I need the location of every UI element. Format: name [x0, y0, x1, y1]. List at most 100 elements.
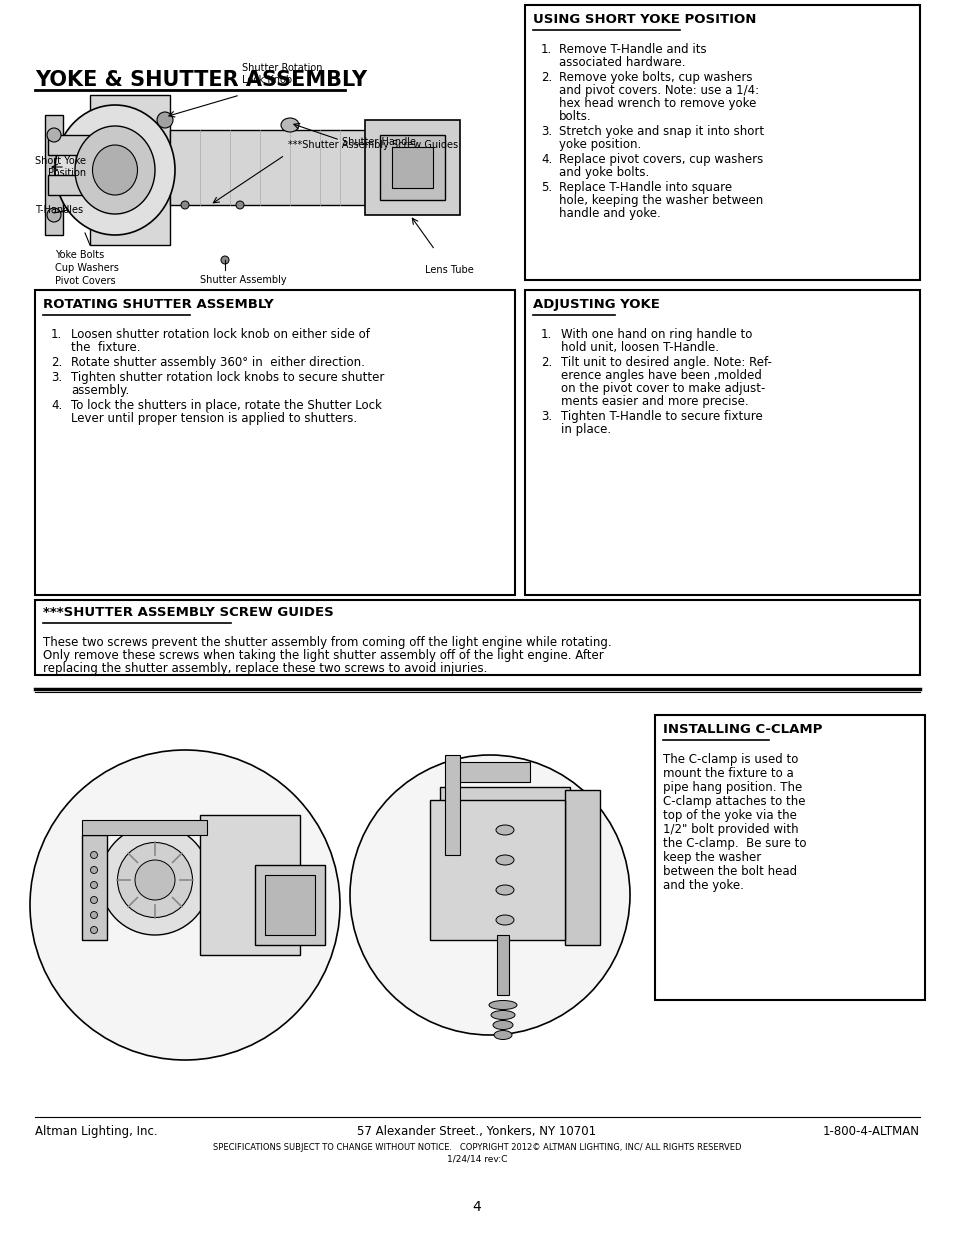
Text: 4.: 4.: [540, 153, 552, 165]
Text: 4: 4: [472, 1200, 481, 1214]
Ellipse shape: [91, 851, 97, 858]
Text: These two screws prevent the shutter assembly from coming off the light engine w: These two screws prevent the shutter ass…: [43, 636, 611, 650]
Text: Remove yoke bolts, cup washers: Remove yoke bolts, cup washers: [558, 70, 752, 84]
Ellipse shape: [91, 882, 97, 888]
Text: 1.: 1.: [51, 329, 62, 341]
Bar: [524, 290, 919, 595]
Ellipse shape: [281, 119, 298, 132]
Bar: [90, 95, 170, 245]
Text: bolts.: bolts.: [558, 110, 591, 124]
Text: Yoke Bolts
Cup Washers
Pivot Covers: Yoke Bolts Cup Washers Pivot Covers: [55, 249, 119, 287]
Text: and yoke bolts.: and yoke bolts.: [558, 165, 649, 179]
Bar: [200, 815, 299, 955]
Text: To lock the shutters in place, rotate the Shutter Lock: To lock the shutters in place, rotate th…: [71, 399, 381, 412]
Text: Tilt unit to desired angle. Note: Ref-: Tilt unit to desired angle. Note: Ref-: [560, 356, 771, 369]
Text: Replace T-Handle into square: Replace T-Handle into square: [558, 182, 731, 194]
Text: T-Handles: T-Handles: [35, 205, 83, 215]
Text: INSTALLING C-CLAMP: INSTALLING C-CLAMP: [662, 722, 821, 736]
Text: SPECIFICATIONS SUBJECT TO CHANGE WITHOUT NOTICE.   COPYRIGHT 2012© ALTMAN LIGHTI: SPECIFICATIONS SUBJECT TO CHANGE WITHOUT…: [213, 1144, 740, 1152]
Text: associated hardware.: associated hardware.: [558, 56, 685, 69]
Bar: [35, 600, 919, 676]
Bar: [48, 175, 98, 195]
Bar: [392, 147, 433, 188]
Text: Shutter Rotation
Lock Knob: Shutter Rotation Lock Knob: [242, 63, 322, 85]
Text: assembly.: assembly.: [71, 384, 129, 396]
Text: Altman Lighting, Inc.: Altman Lighting, Inc.: [35, 1125, 157, 1137]
Text: Short Yoke
Position: Short Yoke Position: [35, 156, 86, 178]
Ellipse shape: [91, 911, 97, 919]
Text: 3.: 3.: [540, 410, 552, 424]
Bar: [444, 755, 459, 855]
Text: 2.: 2.: [51, 356, 62, 369]
Text: Tighten T-Handle to secure fixture: Tighten T-Handle to secure fixture: [560, 410, 762, 424]
Text: ***Shutter Assembly Screw Guides: ***Shutter Assembly Screw Guides: [288, 140, 457, 149]
Ellipse shape: [135, 860, 174, 900]
Bar: [655, 715, 924, 1000]
Text: 2.: 2.: [540, 356, 552, 369]
Bar: [430, 800, 564, 940]
Text: and pivot covers. Note: use a 1/4:: and pivot covers. Note: use a 1/4:: [558, 84, 759, 98]
Text: top of the yoke via the: top of the yoke via the: [662, 809, 796, 823]
Ellipse shape: [496, 855, 514, 864]
Ellipse shape: [489, 1000, 517, 1009]
Ellipse shape: [350, 755, 629, 1035]
Text: Only remove these screws when taking the light shutter assembly off of the light: Only remove these screws when taking the…: [43, 650, 603, 662]
Text: keep the washer: keep the washer: [662, 851, 760, 864]
Ellipse shape: [91, 897, 97, 904]
Bar: [265, 876, 314, 935]
Text: 1.: 1.: [540, 329, 552, 341]
Ellipse shape: [30, 750, 339, 1060]
Text: 1/2" bolt provided with: 1/2" bolt provided with: [662, 823, 798, 836]
Ellipse shape: [181, 201, 189, 209]
Text: the C-clamp.  Be sure to: the C-clamp. Be sure to: [662, 837, 805, 850]
Text: the  fixture.: the fixture.: [71, 341, 140, 354]
Bar: [45, 115, 63, 235]
Ellipse shape: [91, 867, 97, 873]
Bar: [379, 135, 444, 200]
Bar: [497, 935, 509, 995]
Text: mount the fixture to a: mount the fixture to a: [662, 767, 793, 781]
Text: 2.: 2.: [540, 70, 552, 84]
Bar: [82, 835, 107, 940]
Text: pipe hang position. The: pipe hang position. The: [662, 781, 801, 794]
Text: hole, keeping the washer between: hole, keeping the washer between: [558, 194, 762, 207]
Text: on the pivot cover to make adjust-: on the pivot cover to make adjust-: [560, 382, 764, 395]
Bar: [254, 864, 325, 945]
Text: 57 Alexander Street., Yonkers, NY 10701: 57 Alexander Street., Yonkers, NY 10701: [357, 1125, 596, 1137]
Text: Lever until proper tension is applied to shutters.: Lever until proper tension is applied to…: [71, 412, 356, 425]
Bar: [48, 135, 98, 156]
Bar: [439, 787, 569, 805]
Bar: [365, 120, 459, 215]
Ellipse shape: [75, 126, 154, 214]
Ellipse shape: [494, 1030, 512, 1040]
Text: Shutter Handle: Shutter Handle: [341, 137, 416, 147]
Ellipse shape: [117, 842, 193, 918]
Text: 1/24/14 rev:C: 1/24/14 rev:C: [446, 1155, 507, 1165]
Text: 5.: 5.: [540, 182, 552, 194]
Text: 4.: 4.: [51, 399, 62, 412]
Text: erence angles have been ,molded: erence angles have been ,molded: [560, 369, 761, 382]
Text: handle and yoke.: handle and yoke.: [558, 207, 660, 220]
Ellipse shape: [496, 885, 514, 895]
Ellipse shape: [47, 128, 61, 142]
Text: USING SHORT YOKE POSITION: USING SHORT YOKE POSITION: [533, 14, 756, 26]
Ellipse shape: [496, 915, 514, 925]
Ellipse shape: [55, 105, 174, 235]
Text: ***SHUTTER ASSEMBLY SCREW GUIDES: ***SHUTTER ASSEMBLY SCREW GUIDES: [43, 606, 334, 619]
Ellipse shape: [493, 1020, 513, 1030]
Text: With one hand on ring handle to: With one hand on ring handle to: [560, 329, 752, 341]
Text: C-clamp attaches to the: C-clamp attaches to the: [662, 795, 804, 808]
Ellipse shape: [491, 1010, 515, 1020]
Text: and the yoke.: and the yoke.: [662, 879, 743, 892]
Text: in place.: in place.: [560, 424, 611, 436]
Text: Loosen shutter rotation lock knob on either side of: Loosen shutter rotation lock knob on eit…: [71, 329, 370, 341]
Text: YOKE & SHUTTER ASSEMBLY: YOKE & SHUTTER ASSEMBLY: [35, 70, 367, 90]
Text: between the bolt head: between the bolt head: [662, 864, 797, 878]
Text: Rotate shutter assembly 360° in  either direction.: Rotate shutter assembly 360° in either d…: [71, 356, 364, 369]
Text: hex head wrench to remove yoke: hex head wrench to remove yoke: [558, 98, 756, 110]
Ellipse shape: [157, 112, 172, 128]
Ellipse shape: [496, 825, 514, 835]
Ellipse shape: [92, 144, 137, 195]
Text: ROTATING SHUTTER ASSEMBLY: ROTATING SHUTTER ASSEMBLY: [43, 298, 274, 311]
Text: 1.: 1.: [540, 43, 552, 56]
